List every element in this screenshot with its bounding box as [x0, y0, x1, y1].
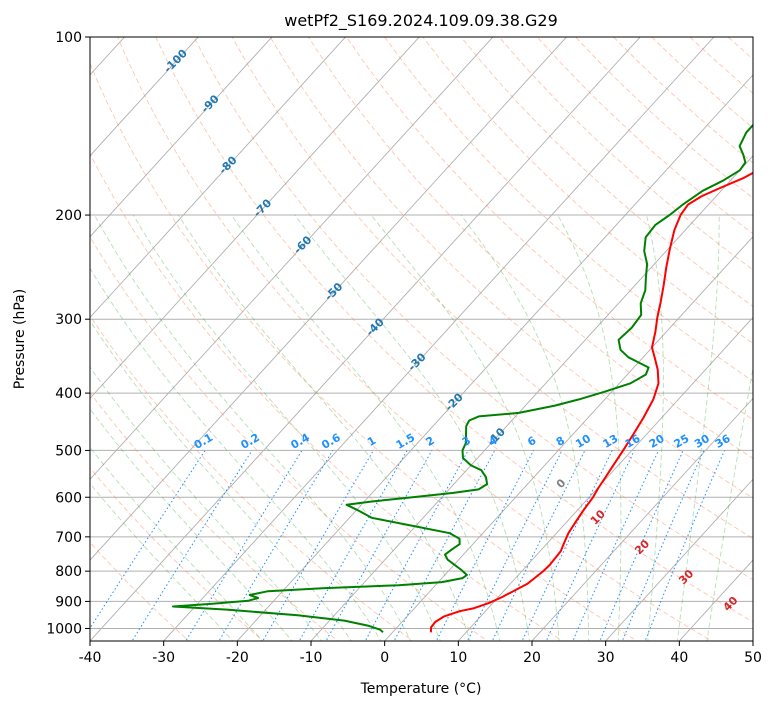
isotherm-line — [605, 478, 753, 641]
x-tick-label: -20 — [226, 650, 249, 666]
y-axis-label: Pressure (hPa) — [12, 289, 28, 389]
moist-adiabat-line — [90, 366, 323, 641]
y-tick-label: 800 — [55, 564, 82, 580]
moist-adiabat-line — [94, 214, 412, 641]
isotherm-line — [457, 316, 753, 641]
dry-adiabat-line — [90, 152, 564, 641]
x-tick-label: -30 — [152, 650, 175, 666]
isotherm-line — [90, 37, 273, 238]
moist-adiabat-line — [90, 446, 264, 641]
moist-adiabat-line — [646, 214, 664, 641]
series-layer — [172, 123, 753, 634]
dry-adiabat-line — [90, 467, 265, 641]
y-axis-ticks: 1000 900 800 700 600 500 400 300 200 100 — [46, 30, 90, 637]
y-tick-label: 100 — [55, 30, 82, 46]
moist-adiabat-line — [90, 408, 293, 641]
mixing-ratio-line — [131, 450, 253, 641]
dry-adiabat-line — [460, 37, 753, 307]
y-tick-label: 400 — [55, 386, 82, 402]
dry-adiabat-line — [346, 37, 753, 421]
isotherm-line — [531, 397, 753, 641]
mixing-ratio-line — [521, 450, 613, 641]
mixing-ratio-line — [90, 450, 206, 630]
y-tick-label: 900 — [55, 594, 82, 610]
mixing-ratio-line — [218, 450, 334, 641]
mixing-ratio-line — [393, 450, 496, 641]
chart-title: wetPf2_S169.2024.109.09.38.G29 — [284, 11, 558, 31]
x-tick-label: 10 — [449, 650, 467, 666]
isotherm-line — [384, 236, 753, 641]
moist-adiabat-line — [557, 214, 622, 641]
moist-adiabat-line — [676, 215, 720, 641]
x-tick-label: -10 — [300, 650, 323, 666]
dry-adiabat-line — [155, 37, 753, 623]
moist-adiabat-line — [90, 267, 382, 641]
isotherm-line — [90, 37, 641, 641]
mixing-ratio-line — [621, 450, 705, 641]
y-tick-label: 700 — [55, 530, 82, 546]
x-tick-label: -40 — [79, 650, 102, 666]
dry-adiabat-line — [90, 235, 489, 641]
x-tick-label: 40 — [670, 650, 688, 666]
isotherm-line — [163, 37, 715, 641]
plot-frame — [89, 36, 754, 642]
x-tick-label: 30 — [597, 650, 615, 666]
dry-adiabat-line — [193, 37, 753, 581]
x-tick-label: 20 — [523, 650, 541, 666]
y-tick-label: 600 — [55, 490, 82, 506]
y-tick-label: 1000 — [46, 621, 82, 637]
mixing-ratio-line — [491, 450, 586, 641]
moist-adiabat-line — [294, 214, 530, 641]
grid-layer — [90, 37, 753, 641]
x-axis-ticks: -40 -30 -20 -10 0 10 20 30 40 50 — [79, 641, 762, 666]
moist-adiabat-line — [177, 214, 471, 641]
x-axis-label: Temperature (°C) — [360, 681, 482, 697]
dry-adiabat-line — [90, 62, 638, 641]
moist-adiabat-line — [132, 214, 441, 641]
isotherm-line — [236, 74, 753, 641]
mixing-ratio-line — [262, 450, 374, 641]
isotherm-line — [90, 37, 347, 319]
x-tick-label: 0 — [380, 650, 389, 666]
mixing-ratio-line — [435, 450, 535, 641]
mixing-ratio-line — [644, 450, 725, 641]
isotherm-line — [90, 37, 420, 400]
isotherm-line — [90, 37, 568, 561]
dry-adiabat-line — [231, 37, 753, 539]
moist-adiabat-line — [370, 214, 560, 641]
moist-adiabat-line — [90, 482, 234, 641]
dry-adiabat-line — [117, 37, 713, 641]
dry-adiabat-line — [90, 391, 339, 641]
moist-adiabat-line — [90, 320, 352, 641]
y-tick-label: 300 — [55, 312, 82, 328]
temperature-trace — [429, 171, 753, 633]
x-tick-label: 50 — [744, 650, 762, 666]
isotherm-line — [90, 37, 494, 480]
dewpoint-trace — [172, 123, 753, 634]
dry-adiabat-line — [269, 37, 753, 499]
y-tick-label: 500 — [55, 443, 82, 459]
y-tick-label: 200 — [55, 208, 82, 224]
isotherm-line — [90, 37, 199, 157]
mixing-ratio-line — [185, 450, 303, 641]
isotherm-line — [310, 155, 753, 641]
